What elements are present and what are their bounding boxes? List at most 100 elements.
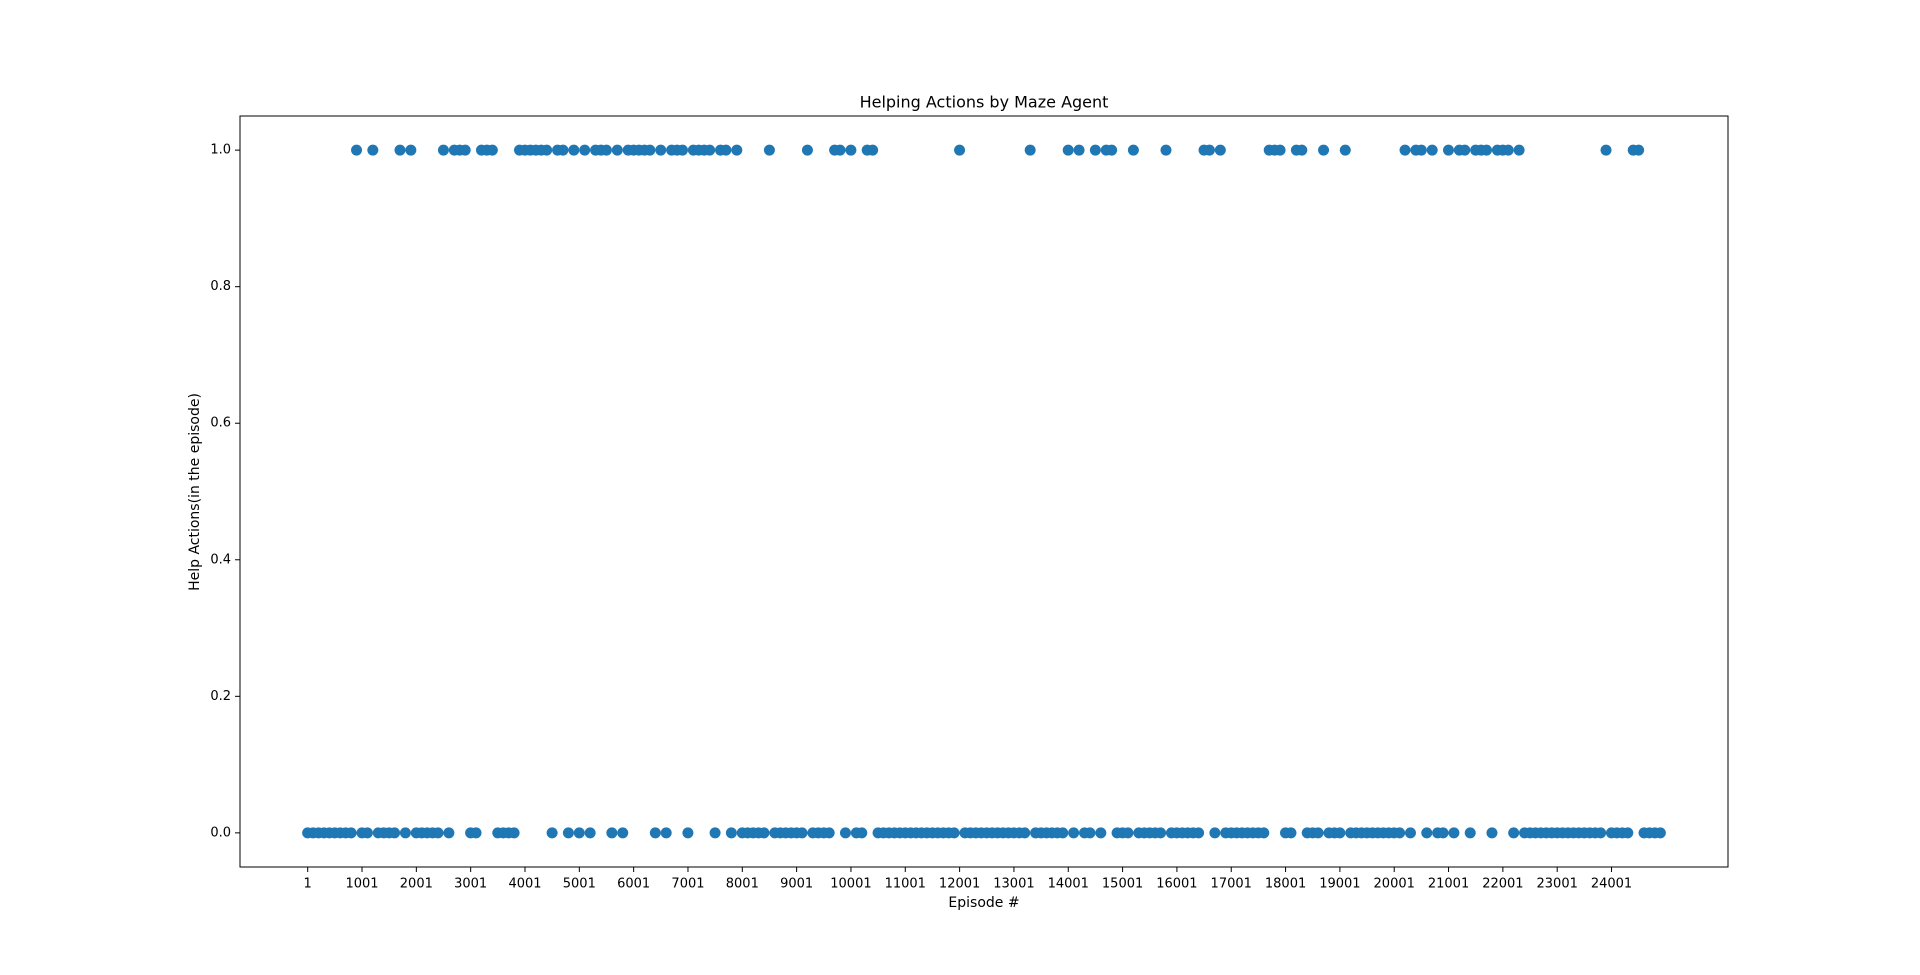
point: [1209, 827, 1221, 839]
point: [1285, 827, 1297, 839]
x-tick-label: 3001: [454, 877, 487, 892]
point: [1062, 144, 1074, 156]
point: [1442, 144, 1454, 156]
point: [1600, 144, 1612, 156]
x-tick-label: 11001: [885, 877, 926, 892]
y-axis-label: Help Actions(in the episode): [187, 393, 203, 591]
point: [405, 144, 417, 156]
point: [508, 827, 520, 839]
x-axis-label: Episode #: [948, 895, 1019, 911]
point: [606, 827, 618, 839]
point: [834, 144, 846, 156]
point: [1502, 144, 1514, 156]
x-tick-label: 20001: [1374, 877, 1415, 892]
point: [1095, 827, 1107, 839]
x-tick-label: 21001: [1428, 877, 1469, 892]
point: [562, 827, 574, 839]
point: [954, 144, 966, 156]
point: [584, 827, 596, 839]
point: [948, 827, 960, 839]
point: [1127, 144, 1139, 156]
point: [758, 827, 770, 839]
point: [731, 144, 743, 156]
point: [1399, 144, 1411, 156]
point: [845, 144, 857, 156]
y-tick-label: 0.8: [210, 279, 231, 294]
point: [801, 144, 813, 156]
x-tick-label: 1: [304, 877, 312, 892]
point: [389, 827, 401, 839]
x-tick-label: 24001: [1591, 877, 1632, 892]
point: [1513, 144, 1525, 156]
chart-title: Helping Actions by Maze Agent: [860, 93, 1109, 112]
x-tick-label: 9001: [780, 877, 813, 892]
point: [367, 144, 379, 156]
point: [1426, 144, 1438, 156]
point: [470, 827, 482, 839]
point: [676, 144, 688, 156]
point: [1312, 827, 1324, 839]
point: [1415, 144, 1427, 156]
point: [1258, 827, 1270, 839]
point: [617, 827, 629, 839]
point: [660, 827, 672, 839]
point: [1654, 827, 1666, 839]
point: [1024, 144, 1036, 156]
y-tick-label: 0.4: [210, 552, 231, 567]
point: [709, 827, 721, 839]
point: [437, 144, 449, 156]
point: [1394, 827, 1406, 839]
point: [720, 144, 732, 156]
point: [856, 827, 868, 839]
x-tick-label: 19001: [1319, 877, 1360, 892]
point: [459, 144, 471, 156]
point: [443, 827, 455, 839]
point: [579, 144, 591, 156]
point: [1057, 827, 1069, 839]
point: [1595, 827, 1607, 839]
point: [573, 827, 585, 839]
point: [1203, 144, 1215, 156]
x-tick-label: 10001: [830, 877, 871, 892]
point: [1486, 827, 1498, 839]
point: [1019, 827, 1031, 839]
point: [1448, 827, 1460, 839]
x-tick-label: 12001: [939, 877, 980, 892]
x-tick-label: 6001: [617, 877, 650, 892]
point: [546, 827, 558, 839]
point: [823, 827, 835, 839]
point: [644, 144, 656, 156]
point: [345, 827, 357, 839]
point: [557, 144, 569, 156]
x-tick-label: 13001: [993, 877, 1034, 892]
x-tick-label: 16001: [1156, 877, 1197, 892]
point: [1122, 827, 1134, 839]
x-tick-label: 4001: [508, 877, 541, 892]
point: [568, 144, 580, 156]
point: [1622, 827, 1634, 839]
y-tick-label: 0.0: [210, 825, 231, 840]
point: [1481, 144, 1493, 156]
x-tick-label: 17001: [1211, 877, 1252, 892]
point: [351, 144, 363, 156]
x-tick-label: 22001: [1482, 877, 1523, 892]
y-tick-label: 0.6: [210, 416, 231, 431]
point: [725, 827, 737, 839]
point: [1084, 827, 1096, 839]
point: [682, 827, 694, 839]
point: [1073, 144, 1085, 156]
point: [1339, 144, 1351, 156]
point: [1296, 144, 1308, 156]
point: [649, 827, 661, 839]
point: [611, 144, 623, 156]
point: [1089, 144, 1101, 156]
point: [1318, 144, 1330, 156]
point: [1404, 827, 1416, 839]
x-tick-label: 14001: [1048, 877, 1089, 892]
x-tick-label: 7001: [671, 877, 704, 892]
point: [394, 144, 406, 156]
x-tick-label: 5001: [563, 877, 596, 892]
point: [1459, 144, 1471, 156]
